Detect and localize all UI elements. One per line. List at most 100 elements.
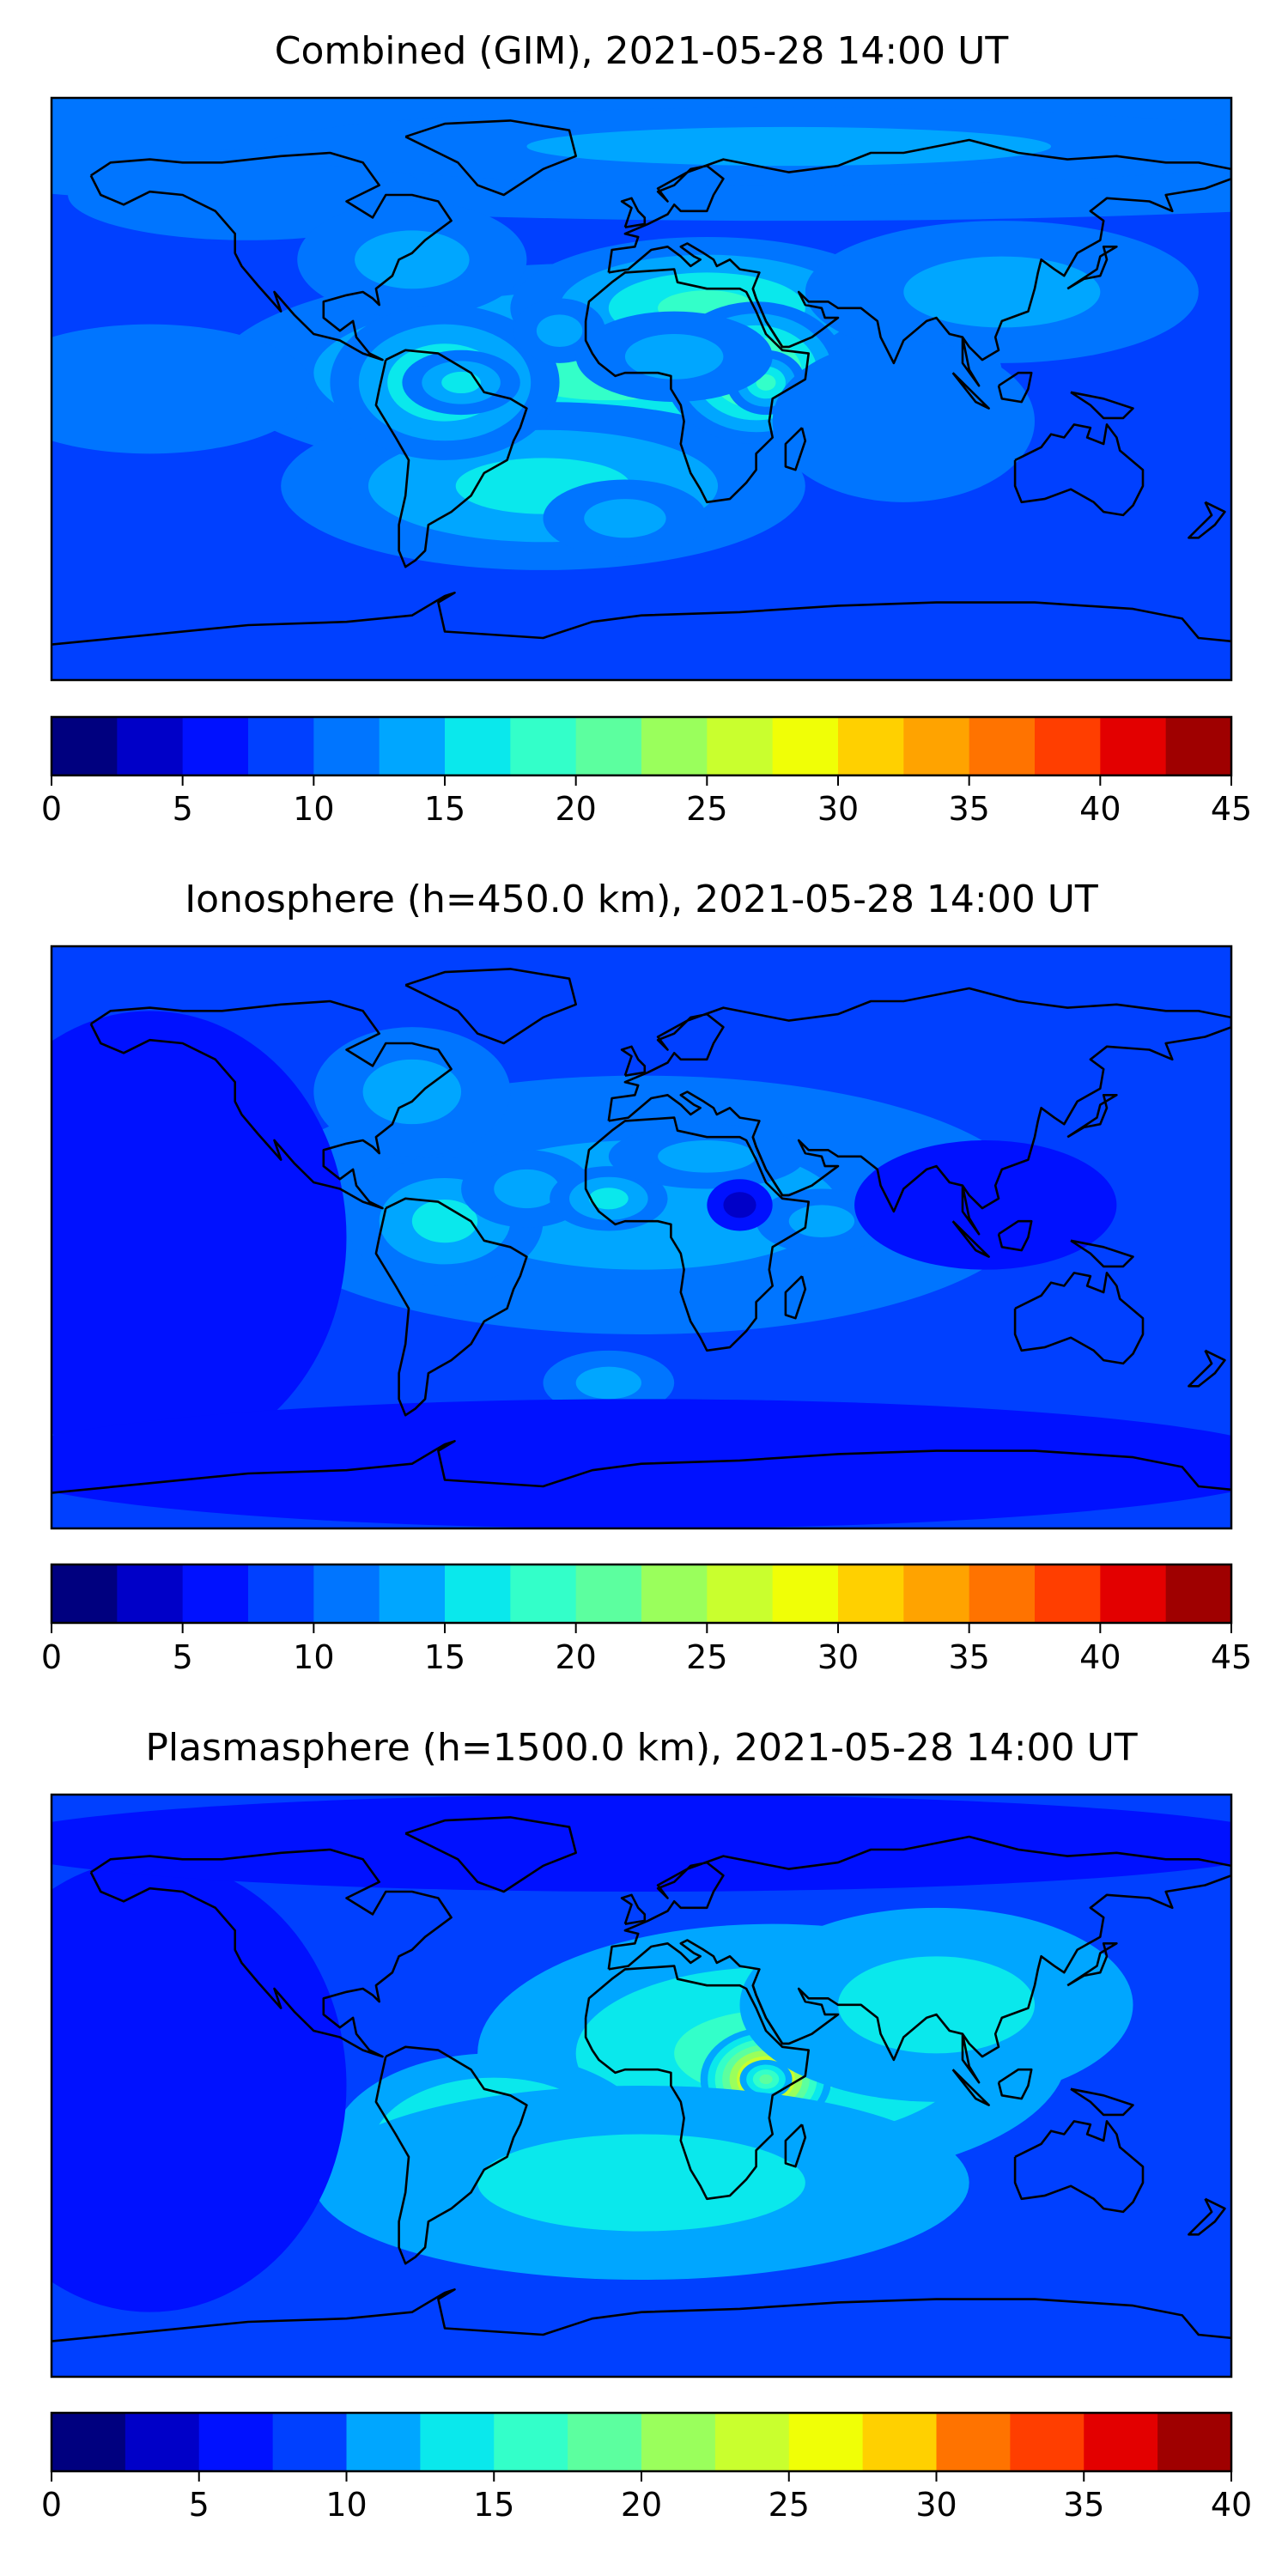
coastline-borneo xyxy=(997,2068,1033,2100)
colorbar-segment xyxy=(1035,717,1101,775)
coastline-south-america xyxy=(374,1197,528,1417)
coastline-antarctica xyxy=(52,2288,1231,2342)
colorbar-tick-label: 35 xyxy=(948,1638,989,1676)
colorbar-tick-label: 30 xyxy=(817,1638,859,1676)
contour-level xyxy=(52,324,314,454)
contour-level xyxy=(658,1140,756,1173)
coastline-australia xyxy=(1013,423,1145,517)
coastline-new-guinea xyxy=(1070,1239,1134,1268)
colorbar-tick-label: 20 xyxy=(555,1638,596,1676)
colorbar-segment xyxy=(420,2413,495,2471)
colorbar-frame xyxy=(50,715,1233,777)
map-field xyxy=(52,1795,1231,2377)
colorbar-segment xyxy=(568,2413,642,2471)
contour-level xyxy=(477,2134,805,2232)
coastline-uk xyxy=(620,197,647,228)
coastline-new-zealand xyxy=(1188,501,1226,539)
contour-level xyxy=(362,1059,462,1125)
coastline-eurasia xyxy=(607,1835,1231,2084)
coastline-greenland xyxy=(404,1816,578,1893)
coastline-north-america xyxy=(89,151,453,361)
colorbar-tick-label: 25 xyxy=(769,2486,810,2524)
colorbar-segment xyxy=(379,1564,446,1623)
colorbar-segment xyxy=(969,1564,1036,1623)
colorbar-segment xyxy=(313,1564,380,1623)
colorbar-tick-label: 45 xyxy=(1211,790,1252,828)
coastline-borneo xyxy=(997,1219,1033,1252)
coastline-new-zealand xyxy=(1188,2197,1226,2236)
colorbar-segment xyxy=(1100,717,1167,775)
coastline-africa xyxy=(584,1965,811,2201)
colorbar-segment xyxy=(1010,2413,1084,2471)
coastline-south-america xyxy=(374,2045,528,2265)
colorbar-segment xyxy=(346,2413,421,2471)
colorbar-tick-label: 25 xyxy=(686,790,727,828)
colorbar-segment xyxy=(575,717,642,775)
colorbar-segment xyxy=(52,717,118,775)
colorbar-segment xyxy=(707,1564,774,1623)
colorbar-tick-label: 25 xyxy=(686,1638,727,1676)
colorbar: 0 5 10 15 20 25 30 35 40 45 xyxy=(41,715,1252,828)
colorbar-segment xyxy=(125,2413,200,2471)
contour-level xyxy=(52,1011,347,1464)
panel-title: Ionosphere (h=450.0 km), 2021-05-28 14:0… xyxy=(185,878,1098,921)
colorbar-segment xyxy=(1165,1564,1232,1623)
coastline-africa xyxy=(584,268,811,504)
colorbar-tick-label: 5 xyxy=(189,2486,210,2524)
contour-level xyxy=(723,1192,756,1218)
coastline-eurasia xyxy=(607,138,1231,387)
colorbar-frame xyxy=(50,1563,1233,1625)
colorbar-tick-label: 5 xyxy=(173,790,193,828)
colorbar-tick-label: 40 xyxy=(1211,2486,1252,2524)
coastline-north-america xyxy=(89,999,453,1210)
colorbar-segment xyxy=(117,1564,184,1623)
coastline-greenland xyxy=(404,119,578,197)
coastline-japan xyxy=(1066,1942,1118,1987)
colorbar-segment xyxy=(510,717,577,775)
colorbar-segment xyxy=(838,717,904,775)
contour-level xyxy=(584,499,666,538)
contour-level xyxy=(575,1366,641,1400)
coastline-madagascar xyxy=(784,427,807,471)
colorbar-segment xyxy=(182,717,249,775)
colorbar-segment xyxy=(117,717,184,775)
colorbar-segment xyxy=(1157,2413,1232,2471)
colorbar-tick-label: 10 xyxy=(293,1638,334,1676)
colorbar-segment xyxy=(248,1564,314,1623)
coastline-arabia-sea-closure xyxy=(751,1136,789,1197)
colorbar-segment xyxy=(862,2413,938,2471)
coastline-sumatra xyxy=(951,2069,990,2106)
contour-level xyxy=(494,1169,560,1209)
colorbar-tick-label: 35 xyxy=(948,790,989,828)
contour-level xyxy=(838,1956,1035,2054)
colorbar-segment xyxy=(936,2413,1011,2471)
colorbar-tick-label: 0 xyxy=(41,1638,62,1676)
colorbar-segment xyxy=(641,2413,716,2471)
panel-title: Plasmasphere (h=1500.0 km), 2021-05-28 1… xyxy=(145,1726,1137,1770)
contour-level xyxy=(52,1795,1231,1892)
coastline-south-america xyxy=(374,349,528,568)
colorbar-segment xyxy=(707,717,774,775)
map-field xyxy=(52,98,1231,680)
colorbar-tick-label: 20 xyxy=(621,2486,662,2524)
colorbar-segment xyxy=(903,1564,970,1623)
colorbar-segment xyxy=(1084,2413,1158,2471)
colorbar-segment xyxy=(772,1564,839,1623)
contour-level xyxy=(903,256,1101,328)
colorbar-segment xyxy=(1100,1564,1167,1623)
colorbar-segment xyxy=(248,717,314,775)
coastline-sumatra xyxy=(951,372,990,410)
map-frame xyxy=(50,96,1233,682)
colorbar-segment xyxy=(198,2413,274,2471)
contour-level xyxy=(624,333,724,380)
colorbar-segment xyxy=(272,2413,348,2471)
colorbar-segment xyxy=(575,1564,642,1623)
contour-level xyxy=(536,314,583,348)
colorbar-tick-label: 0 xyxy=(41,790,62,828)
coastline-new-guinea xyxy=(1070,391,1134,420)
map-frame xyxy=(50,1793,1233,2379)
colorbar-tick-label: 45 xyxy=(1211,1638,1252,1676)
coastline-antarctica xyxy=(52,1440,1231,1494)
coastline-borneo xyxy=(997,371,1033,404)
